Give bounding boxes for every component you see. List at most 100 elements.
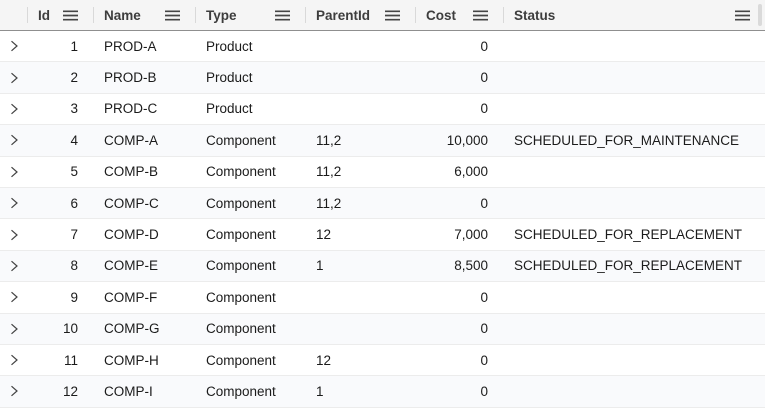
chevron-right-icon [8,72,20,84]
cell-id: 7 [70,227,78,243]
cell-name: PROD-C [104,101,158,117]
cell-status: SCHEDULED_FOR_REPLACEMENT [514,258,743,274]
cell-name: COMP-H [104,352,159,368]
chevron-right-icon [8,166,20,178]
column-header-label: Cost [426,7,456,23]
cell-name: COMP-G [104,321,160,337]
hamburger-menu-icon[interactable] [385,9,400,21]
cell-type: Product [206,70,253,86]
cell-cost: 0 [480,383,488,399]
cell-name: PROD-A [104,38,157,54]
table-row[interactable]: 2 PROD-B Product 0 [0,62,765,94]
cell-parentId: 1 [316,383,324,399]
cell-cost: 0 [480,352,488,368]
cell-id: 9 [70,289,78,305]
table-row[interactable]: 3 PROD-C Product 0 [0,93,765,126]
grid-header: Id Name Type ParentId Cost [0,0,765,31]
row-expander[interactable] [0,197,27,209]
cell-name: PROD-B [104,70,157,86]
cell-name: COMP-B [104,164,158,180]
cell-name: COMP-A [104,132,158,148]
column-header-label: Name [104,7,141,23]
chevron-right-icon [8,323,20,335]
table-row[interactable]: 8 COMP-E Component 1 8,500 SCHEDULED_FOR_REPL… [0,250,765,283]
cell-id: 2 [70,70,78,86]
header-end-separator [758,4,762,26]
hamburger-menu-icon[interactable] [275,9,290,21]
table-row[interactable]: 6 COMP-C Component 11,2 0 [0,187,765,220]
cell-type: Product [206,38,253,54]
cell-parentId: 11,2 [316,164,342,180]
cell-type: Component [206,258,276,274]
hamburger-menu-icon[interactable] [473,9,488,21]
chevron-right-icon [8,134,20,146]
cell-cost: 10,000 [446,132,488,148]
row-expander[interactable] [0,260,27,272]
cell-type: Component [206,321,276,337]
chevron-right-icon [8,103,20,115]
cell-parentId: 12 [316,352,332,368]
row-expander[interactable] [0,166,27,178]
cell-cost: 0 [480,289,488,305]
cell-id: 11 [63,352,78,368]
cell-cost: 0 [480,38,488,54]
cell-type: Component [206,289,276,305]
row-expander[interactable] [0,40,27,52]
cell-type: Component [206,352,276,368]
table-row[interactable]: 10 COMP-G Component 0 [0,313,765,345]
row-expander[interactable] [0,385,27,397]
column-header-type[interactable]: Type [195,0,305,30]
cell-parentId: 1 [316,258,324,274]
column-header-label: Type [206,7,237,23]
table-row[interactable]: 1 PROD-A Product 0 [0,31,765,63]
chevron-right-icon [8,260,20,272]
cell-type: Component [206,227,276,243]
cell-parentId: 12 [316,227,332,243]
table-row[interactable]: 5 COMP-B Component 11,2 6,000 [0,156,765,188]
row-expander[interactable] [0,354,27,366]
row-expander[interactable] [0,323,27,335]
column-header-status[interactable]: Status [503,0,765,30]
cell-cost: 0 [480,70,488,86]
chevron-right-icon [8,354,20,366]
column-header-name[interactable]: Name [93,0,195,30]
cell-type: Component [206,164,276,180]
column-header-label: Id [38,7,50,23]
column-header-cost[interactable]: Cost [415,0,503,30]
cell-cost: 0 [480,101,488,117]
table-row[interactable]: 11 COMP-H Component 12 0 [0,344,765,377]
cell-cost: 0 [480,321,488,337]
cell-status: SCHEDULED_FOR_MAINTENANCE [514,132,740,148]
hamburger-menu-icon[interactable] [735,9,750,21]
row-expander[interactable] [0,134,27,146]
table-row[interactable]: 4 COMP-A Component 11,2 10,000 SCHEDULED_FOR_… [0,125,765,157]
row-expander[interactable] [0,103,27,115]
cell-name: COMP-F [104,289,158,305]
cell-type: Component [206,195,276,211]
table-row[interactable]: 12 COMP-I Component 1 0 [0,376,765,408]
row-expander[interactable] [0,72,27,84]
table-row[interactable]: 9 COMP-F Component 0 [0,282,765,314]
cell-id: 10 [62,321,78,337]
row-expander[interactable] [0,291,27,303]
row-expander[interactable] [0,229,27,241]
hamburger-menu-icon[interactable] [63,9,78,21]
cell-id: 4 [70,132,78,148]
cell-cost: 8,500 [454,258,488,274]
table-row[interactable]: 7 COMP-D Component 12 7,000 SCHEDULED_FOR_REP… [0,219,765,251]
column-header-id[interactable]: Id [27,0,93,30]
cell-name: COMP-E [104,258,158,274]
column-header-label: Status [514,7,556,23]
cell-cost: 7,000 [454,227,488,243]
chevron-right-icon [8,40,20,52]
cell-id: 8 [70,258,78,274]
cell-id: 12 [62,383,78,399]
hamburger-menu-icon[interactable] [165,9,180,21]
cell-name: COMP-I [104,383,153,399]
cell-type: Component [206,132,276,148]
column-header-parentId[interactable]: ParentId [305,0,415,30]
cell-name: COMP-D [104,227,159,243]
column-header-expander [0,0,27,30]
cell-type: Product [206,101,253,117]
